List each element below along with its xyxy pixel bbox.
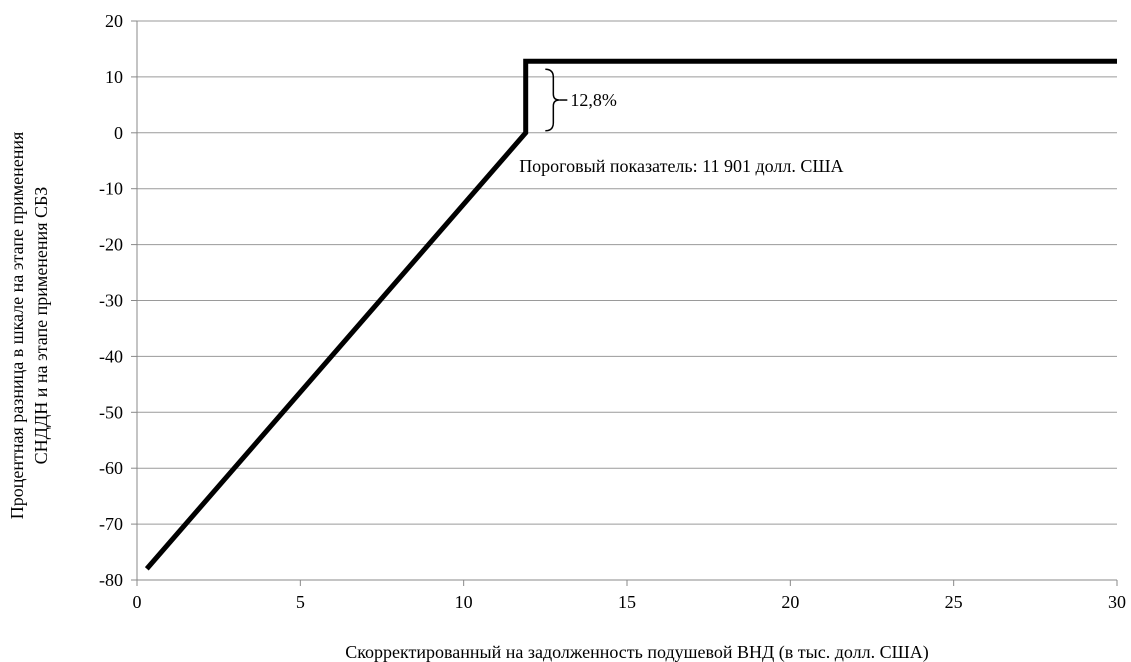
axes <box>131 20 1118 586</box>
y-tick-label: -30 <box>99 291 123 311</box>
y-tick-label: 20 <box>105 11 123 31</box>
y-tick-label: -40 <box>99 346 123 366</box>
y-tick-label: -60 <box>99 458 123 478</box>
x-tick-label: 20 <box>781 592 799 612</box>
y-axis-title-line-1: Процентная разница в шкале на этапе прим… <box>7 132 27 520</box>
y-tick-label: 10 <box>105 67 123 87</box>
x-tick-label: 15 <box>618 592 636 612</box>
y-tick-label: -70 <box>99 514 123 534</box>
x-tick-label: 25 <box>945 592 963 612</box>
y-tick-label: -20 <box>99 235 123 255</box>
y-tick-label: -10 <box>99 179 123 199</box>
x-tick-label: 30 <box>1108 592 1126 612</box>
x-tick-label: 10 <box>455 592 473 612</box>
series <box>144 58 1117 571</box>
bracket-mark <box>545 68 560 132</box>
y-tick-label: -50 <box>99 402 123 422</box>
y-axis-title-line-2: СНДДН и на этапе применения СБЗ <box>31 187 51 465</box>
series-line <box>144 58 1117 571</box>
y-tick-label: -80 <box>99 570 123 590</box>
y-tick-label: 0 <box>114 123 123 143</box>
x-tick-label: 0 <box>133 592 142 612</box>
x-tick-label: 5 <box>296 592 305 612</box>
gridlines <box>137 20 1117 581</box>
annotations: 12,8% Пороговый показатель: 11 901 долл.… <box>519 68 844 176</box>
bracket-label: 12,8% <box>570 90 617 110</box>
x-axis-title: Скорректированный на задолженность подуш… <box>345 642 929 662</box>
x-tick-labels: 0 5 10 15 20 25 30 <box>133 592 1127 612</box>
threshold-label: Пороговый показатель: 11 901 долл. США <box>519 156 843 176</box>
y-tick-labels: 20 10 0 -10 -20 -30 -40 -50 -60 -70 -80 <box>99 11 123 590</box>
